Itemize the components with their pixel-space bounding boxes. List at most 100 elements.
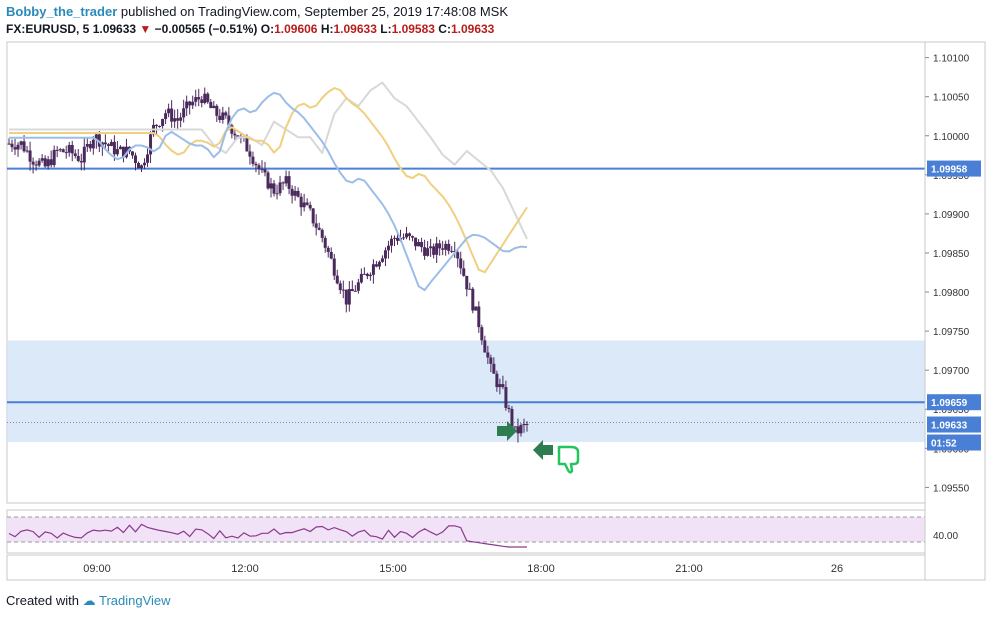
candle-body (326, 247, 330, 252)
rsi-line (8, 523, 527, 548)
candle-body (411, 236, 415, 238)
left-arrow-icon (533, 440, 553, 460)
time-tick-label: 12:00 (231, 563, 259, 575)
annotations (497, 421, 580, 474)
price-tick-label: 1.09550 (933, 483, 970, 494)
price-tick-label: 1.09700 (933, 366, 970, 377)
candle-body (519, 425, 523, 434)
candle-body (16, 144, 20, 150)
candle-body (25, 150, 29, 152)
price-pane[interactable] (6, 41, 926, 504)
candle-body (299, 196, 303, 208)
candle-body (396, 237, 399, 241)
candle-body (37, 160, 41, 166)
candle-body (504, 387, 508, 408)
candle-body (495, 373, 499, 388)
candle-body (459, 258, 463, 269)
candle-body (269, 183, 273, 189)
candle-body (380, 258, 384, 262)
candle-body (338, 283, 342, 291)
candle-body (67, 144, 71, 153)
candle-body (501, 384, 505, 388)
candle-body (245, 137, 249, 152)
candle-body (215, 105, 219, 116)
candle-body (91, 139, 95, 149)
candle-body (296, 190, 300, 197)
candle-body (112, 141, 116, 155)
candle-body (489, 357, 493, 364)
candle-body (73, 153, 77, 156)
price-tick-label: 1.09650 (933, 405, 970, 416)
footer: Created with ☁ TradingView (6, 593, 171, 609)
candle-body (525, 423, 529, 425)
candle-body (468, 288, 472, 290)
candle-body (329, 251, 333, 259)
candle-body (194, 97, 198, 102)
candle-body (347, 288, 351, 305)
price-tick-label: 1.10000 (933, 132, 970, 143)
candle-body (140, 165, 144, 169)
price-tick-label: 1.09900 (933, 210, 970, 221)
candle-body (405, 233, 409, 238)
candle-body (350, 288, 354, 292)
rsi-pane[interactable] (6, 509, 926, 554)
price-axis-label (927, 394, 981, 411)
candle-body (173, 118, 177, 122)
candle-body (429, 246, 433, 249)
candle-body (191, 101, 195, 106)
price-axis-label-text: 1.09659 (931, 398, 968, 409)
candle-body (417, 241, 421, 247)
candle-body (362, 273, 366, 275)
candle-body (185, 101, 189, 109)
price-axis (924, 41, 986, 581)
candle-body (221, 112, 225, 120)
candle-body (7, 143, 11, 145)
candle-body (133, 155, 137, 163)
candle-body (287, 176, 291, 189)
candle-body (368, 274, 372, 277)
candle-body (88, 144, 92, 149)
candle-body (70, 144, 74, 154)
candle-body (248, 151, 252, 157)
candle-body (121, 146, 125, 158)
candle-body (498, 384, 502, 388)
candle-body (456, 252, 460, 259)
candle-body (230, 125, 234, 134)
candle-body (293, 190, 297, 196)
candle-body (477, 306, 481, 328)
candle-body (335, 275, 339, 284)
candle-body (353, 290, 357, 292)
brand-name[interactable]: TradingView (99, 593, 171, 608)
low-value: 1.09583 (391, 22, 435, 36)
candle-body (332, 258, 336, 276)
time-tick-label: 26 (831, 563, 843, 575)
candle-body (356, 282, 360, 291)
tradingview-logo-icon[interactable]: ☁ (82, 593, 96, 608)
candle-body (392, 237, 396, 239)
candle-body (64, 152, 68, 154)
candle-body (450, 250, 454, 252)
candle-body (486, 352, 490, 358)
price-axis-label-text: 01:52 (931, 439, 957, 450)
candle-body (55, 149, 59, 151)
time-tick-label: 09:00 (83, 563, 111, 575)
price-change: −0.00565 (−0.51%) (154, 22, 258, 36)
candle-body (34, 164, 38, 166)
candle-body (82, 146, 86, 163)
candle-body (146, 154, 150, 163)
candle-body (474, 306, 478, 311)
rsi-tick-label: 40.00 (933, 531, 958, 542)
time-tick-label: 15:00 (379, 563, 407, 575)
candle-body (480, 327, 484, 341)
candle-body (200, 99, 204, 103)
candle-body (233, 133, 237, 136)
time-tick-label: 18:00 (527, 563, 555, 575)
candle-body (58, 149, 62, 151)
candle-body (389, 238, 393, 246)
candle-body (317, 227, 321, 230)
price-axis-label-text: 1.09633 (931, 421, 968, 432)
candle-body (386, 245, 390, 251)
candle-body (170, 108, 174, 122)
author-name[interactable]: Bobby_the_trader (6, 4, 118, 19)
